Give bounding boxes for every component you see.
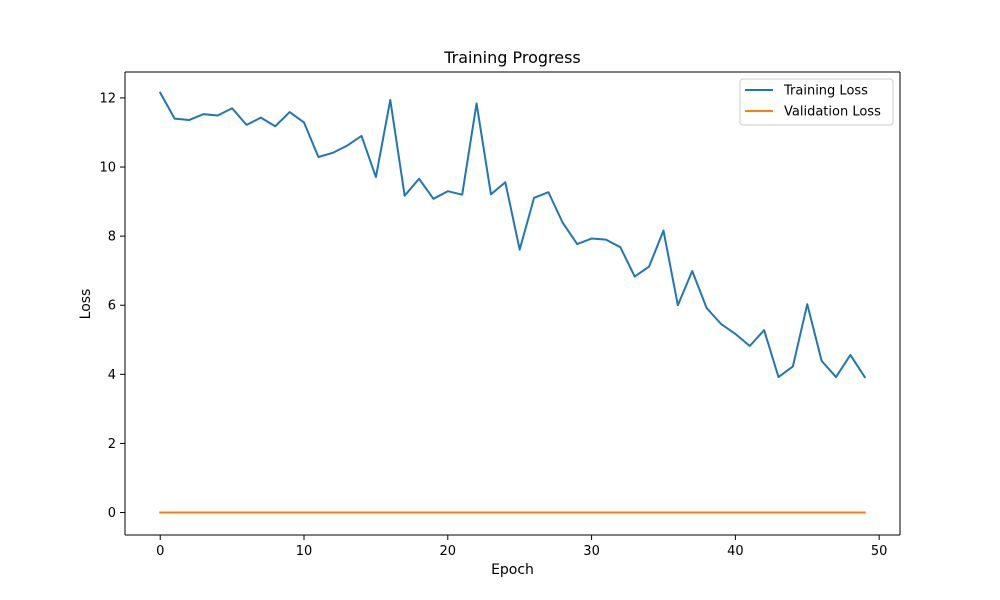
y-tick-label: 2: [108, 437, 116, 452]
legend-label-1: Validation Loss: [784, 105, 881, 120]
x-tick-label: 0: [156, 544, 164, 559]
legend-label-0: Training Loss: [783, 84, 868, 99]
x-tick-label: 20: [440, 544, 457, 559]
x-tick-label: 10: [296, 544, 313, 559]
legend-box: [739, 78, 894, 126]
y-tick-label: 10: [99, 161, 116, 176]
x-tick-label: 50: [871, 544, 888, 559]
legend-entries: Training Loss Validation Loss: [745, 84, 881, 120]
legend: Training Loss Validation Loss: [739, 78, 894, 126]
chart-title: Training Progress: [443, 48, 581, 67]
x-axis-label: Epoch: [491, 562, 534, 578]
plot-frame: [125, 72, 900, 535]
y-tick-label: 6: [108, 299, 116, 314]
y-tick-label: 12: [99, 91, 116, 106]
x-tick-label: 30: [583, 544, 600, 559]
y-tick-label: 8: [108, 230, 116, 245]
axes-frame: [124, 71, 901, 536]
series-layer: [158, 91, 867, 514]
series-line-0: [158, 91, 867, 379]
x-tick-label: 40: [727, 544, 744, 559]
y-axis-label: Loss: [78, 289, 94, 320]
y-tick-label: 0: [108, 506, 116, 521]
y-tick-label: 4: [108, 368, 116, 383]
plot-area: 0 10 20 30 40 50 0 2 4 6 8 10 12: [99, 71, 901, 559]
axis-ticks: 0 10 20 30 40 50 0 2 4 6 8 10 12: [99, 91, 887, 559]
